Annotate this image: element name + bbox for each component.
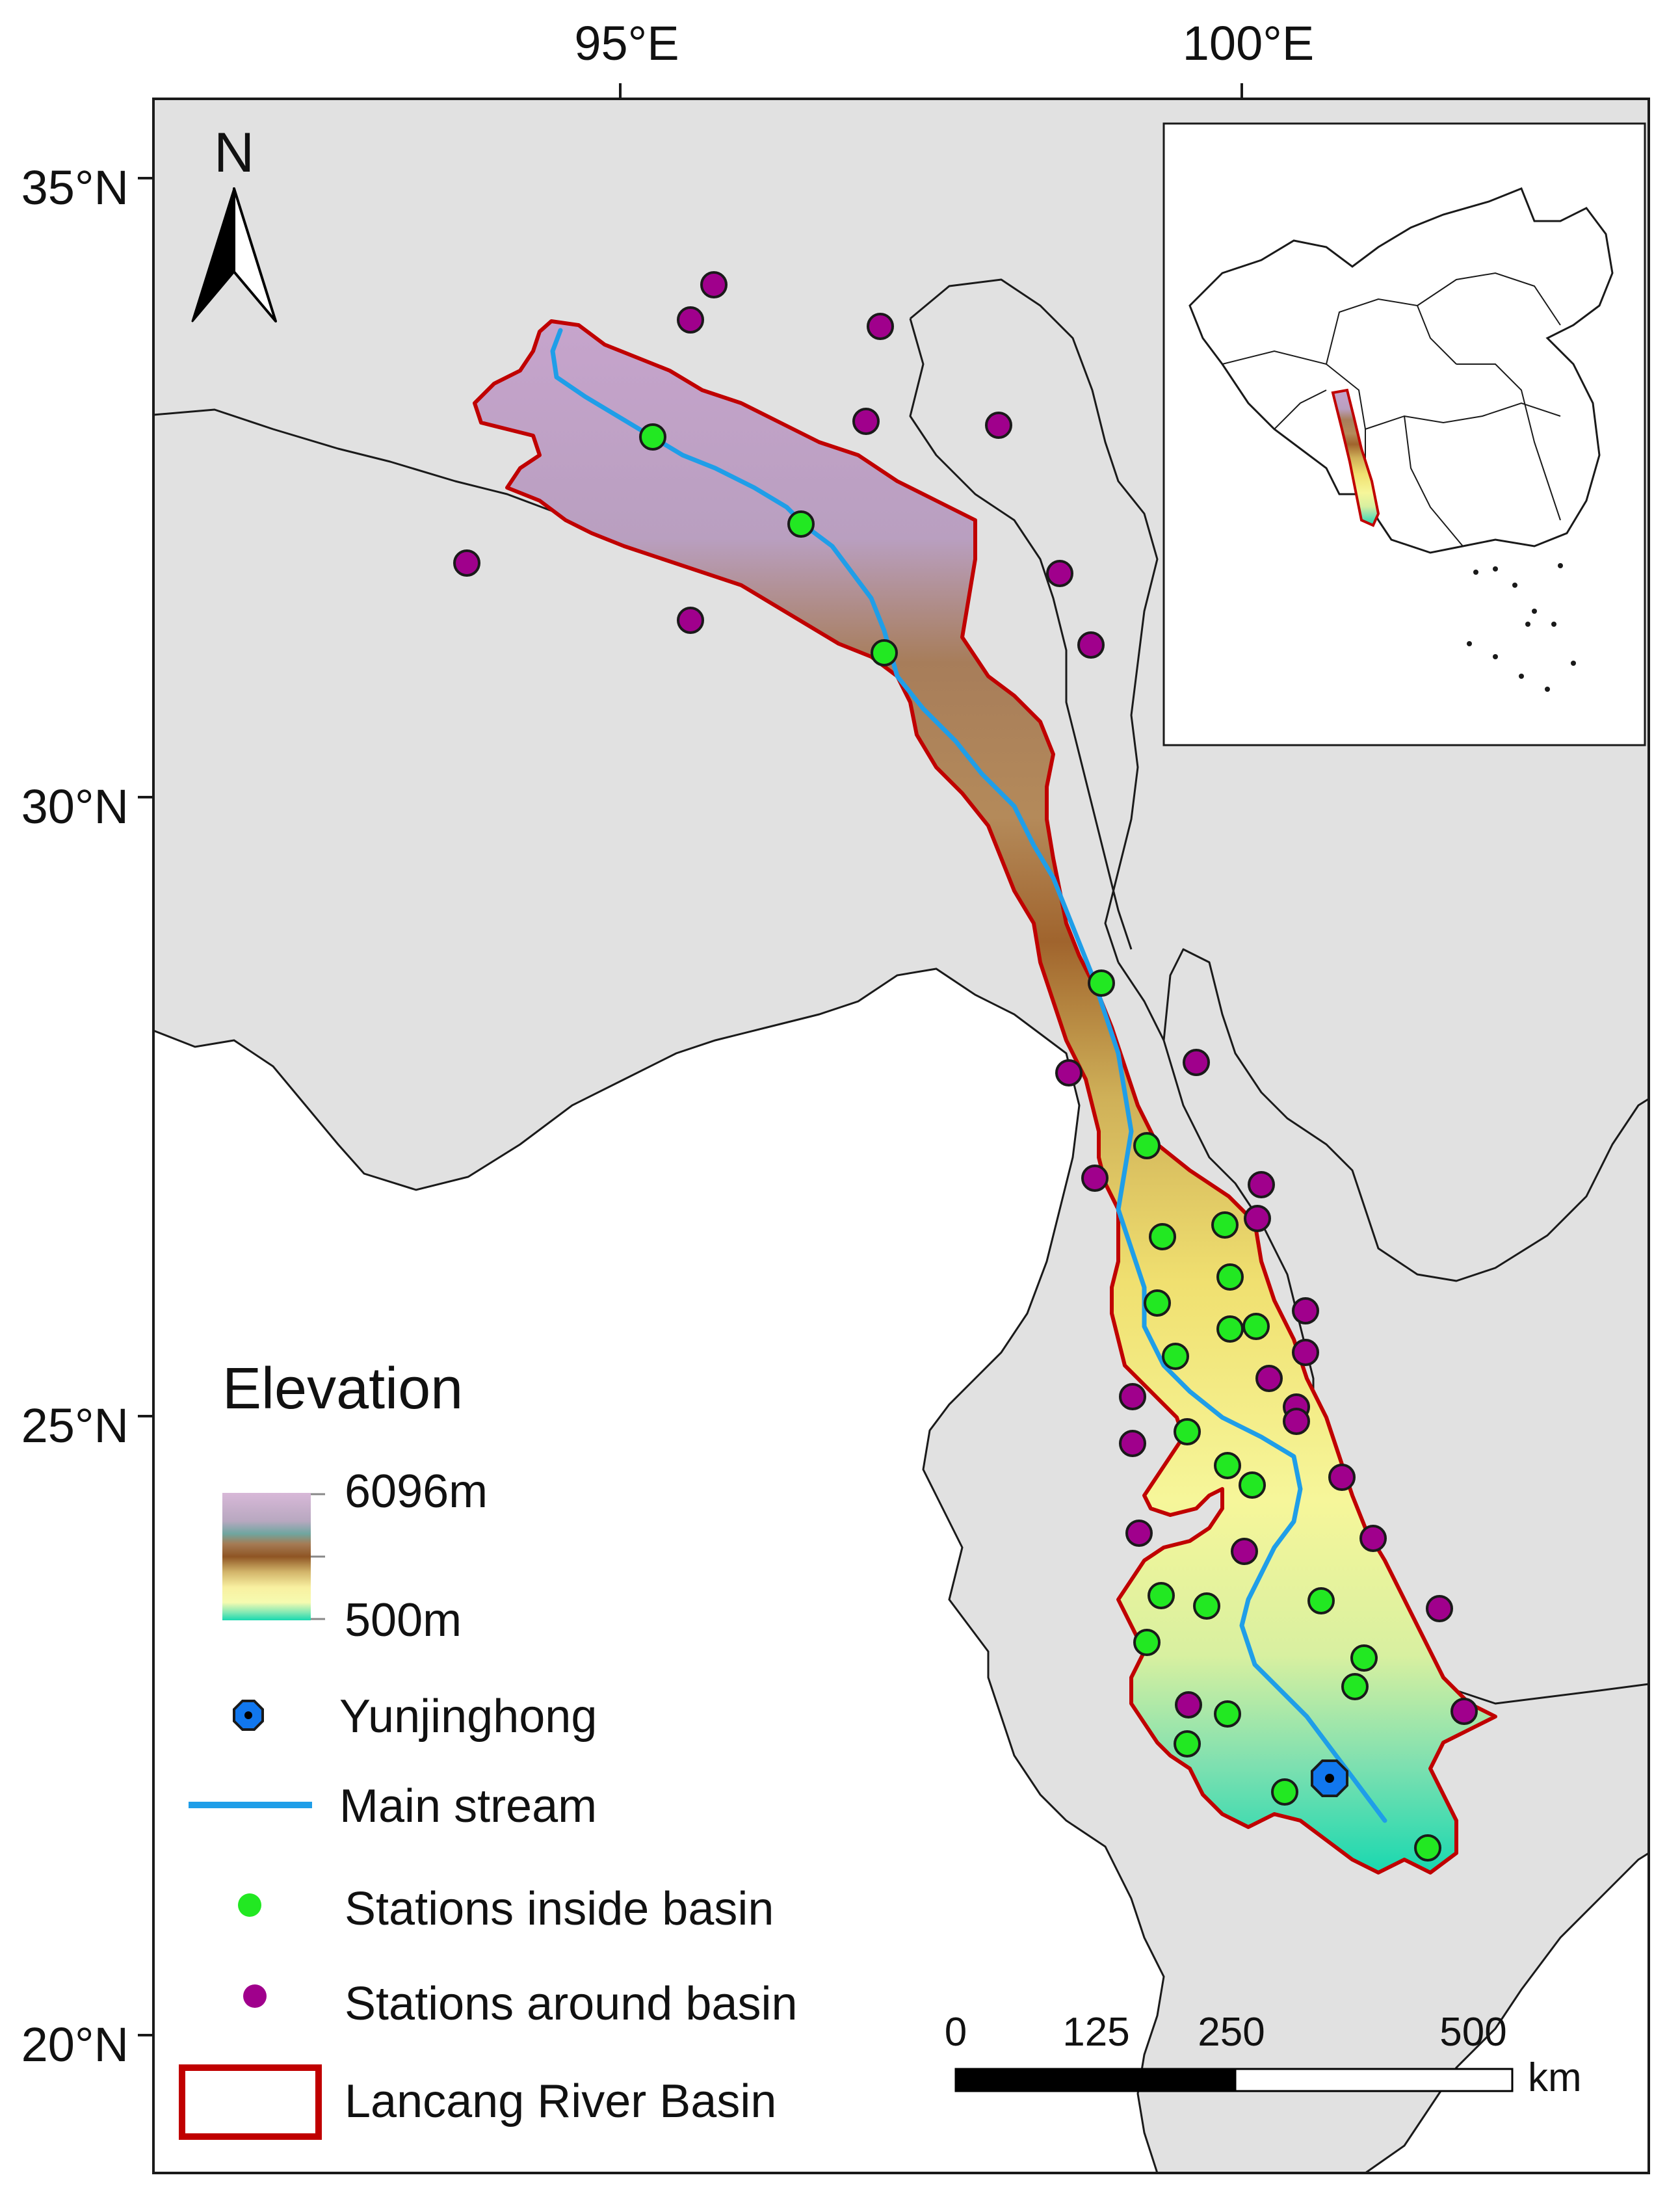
station-inside	[1350, 1644, 1378, 1672]
station-inside	[1414, 1834, 1441, 1862]
stations-inside-basin	[639, 423, 1441, 1862]
station-inside	[1239, 1471, 1266, 1499]
station-around	[453, 549, 480, 577]
scale-tick-250: 250	[1198, 2010, 1265, 2055]
legend-stations-around: Stations around basin	[345, 1978, 797, 2030]
basin-box-icon	[179, 2064, 322, 2140]
scale-bar: 0 125 250 500 km	[945, 2010, 1582, 2100]
station-around	[1248, 1171, 1275, 1198]
station-inside	[1133, 1132, 1161, 1159]
station-inside	[1133, 1629, 1161, 1656]
station-inside	[1149, 1223, 1176, 1250]
station-around	[1292, 1339, 1319, 1366]
station-around	[852, 408, 880, 435]
station-around	[985, 412, 1012, 439]
yunjinghong-station	[1311, 1759, 1348, 1797]
station-around	[1183, 1049, 1210, 1076]
station-around	[1119, 1430, 1146, 1457]
stations-around-basin	[453, 271, 1478, 1725]
station-around	[1426, 1595, 1453, 1622]
scale-tick-0: 0	[945, 2010, 967, 2055]
elevation-color-ramp	[222, 1493, 311, 1620]
lon-label-100: 100°E	[1183, 16, 1314, 70]
station-inside	[1174, 1730, 1201, 1758]
legend-lancang-basin: Lancang River Basin	[345, 2075, 776, 2127]
station-around	[677, 607, 704, 634]
lat-label-20: 20°N	[21, 2018, 129, 2072]
station-inside	[1216, 1315, 1244, 1343]
lowland-region	[152, 968, 1165, 2174]
station-around	[1244, 1205, 1271, 1232]
station-around	[700, 271, 728, 298]
station-inside	[1148, 1582, 1175, 1609]
station-around	[1255, 1365, 1283, 1392]
station-inside	[1174, 1418, 1201, 1445]
station-inside	[1162, 1343, 1189, 1370]
station-inside	[1271, 1778, 1298, 1806]
station-around	[1175, 1691, 1202, 1718]
north-arrow-icon: N	[191, 122, 277, 323]
station-around	[1125, 1520, 1153, 1547]
station-inside	[1214, 1452, 1241, 1479]
station-around	[1359, 1525, 1387, 1552]
legend-stations-inside: Stations inside basin	[345, 1883, 774, 1935]
scale-tick-125: 125	[1062, 2010, 1129, 2055]
station-inside	[1216, 1263, 1244, 1291]
station-around	[1283, 1408, 1310, 1435]
station-around	[1081, 1165, 1109, 1192]
station-around	[867, 313, 894, 340]
inset-basin-highlight	[1331, 388, 1380, 527]
scale-tick-500: 500	[1439, 2010, 1506, 2055]
scale-unit: km	[1528, 2055, 1582, 2100]
station-inside	[639, 423, 666, 451]
station-around	[1077, 631, 1105, 659]
station-inside	[1193, 1592, 1220, 1620]
station-around	[1328, 1464, 1356, 1491]
station-around	[1055, 1059, 1083, 1086]
station-inside	[1341, 1673, 1369, 1700]
legend-main-stream: Main stream	[339, 1780, 597, 1832]
station-inside	[871, 639, 898, 666]
legend-elevation-min: 500m	[345, 1594, 462, 1646]
main-stream	[550, 328, 1387, 1823]
legend-elevation-max: 6096m	[345, 1466, 488, 1518]
station-around	[1046, 560, 1073, 587]
purple-dot-icon	[243, 1984, 267, 2008]
lon-label-95: 95°E	[574, 16, 679, 70]
station-around	[1450, 1698, 1478, 1725]
legend-yunjinghong: Yunjinghong	[339, 1691, 597, 1743]
station-inside	[1242, 1313, 1270, 1340]
legend-title: Elevation	[222, 1356, 463, 1421]
station-around	[1119, 1383, 1146, 1410]
lat-label-25: 25°N	[21, 1399, 129, 1453]
north-label: N	[214, 122, 254, 184]
station-inside	[1144, 1289, 1171, 1317]
station-inside	[1214, 1700, 1241, 1728]
map-frame	[152, 98, 1650, 2174]
graticule-ticks	[138, 83, 1243, 2036]
lat-label-35: 35°N	[21, 161, 129, 215]
station-around	[1231, 1538, 1258, 1565]
station-inside	[1088, 969, 1115, 997]
station-around	[677, 306, 704, 334]
station-inside	[1307, 1587, 1335, 1614]
outlet-station-icon	[233, 1700, 264, 1731]
map-legend: Elevation 6096m 500m Yunjinghong Main st…	[179, 1356, 797, 2140]
station-inside	[787, 510, 815, 538]
station-around	[1292, 1297, 1319, 1324]
lat-label-30: 30°N	[21, 780, 129, 834]
green-dot-icon	[238, 1893, 261, 1917]
station-inside	[1211, 1211, 1239, 1239]
china-inset-map	[1162, 122, 1646, 746]
